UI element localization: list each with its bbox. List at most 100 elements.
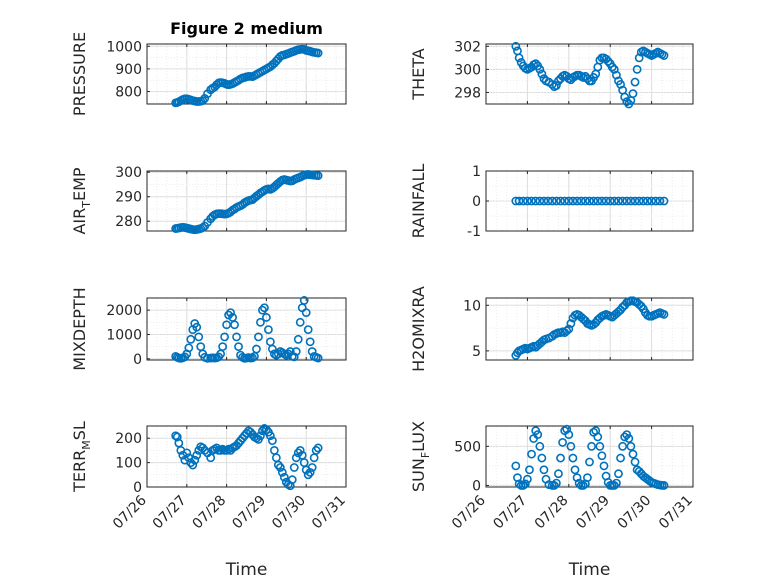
y-tick-label: 0 — [133, 352, 142, 368]
axes-frame — [146, 43, 347, 105]
data-point — [527, 449, 536, 459]
data-point — [597, 196, 607, 206]
data-point — [307, 347, 317, 356]
data-point — [587, 441, 596, 451]
data-point — [643, 196, 652, 206]
data-point — [618, 441, 628, 451]
data-point — [628, 449, 638, 459]
y-axis-label: PRESSURE — [70, 32, 89, 116]
data-point — [556, 196, 565, 206]
y-axis-label-tail: EMP — [70, 167, 89, 201]
y-tick-label: 100 — [115, 456, 142, 472]
data-point — [630, 77, 640, 87]
data-point — [614, 469, 623, 479]
data-point — [192, 450, 202, 460]
data-point — [537, 69, 547, 79]
data-point — [287, 475, 297, 485]
x-axis-label: Time — [568, 560, 611, 580]
data-point — [261, 313, 271, 322]
y-tick-label: 280 — [115, 214, 142, 230]
data-point — [261, 425, 271, 435]
data-point — [518, 196, 528, 206]
y-tick-label: 800 — [115, 85, 142, 101]
data-point — [609, 481, 619, 490]
data-point — [535, 196, 545, 206]
x-tick-label: 07/28 — [532, 493, 572, 533]
data-point — [271, 453, 281, 463]
data-point — [190, 455, 200, 465]
data-point — [527, 196, 536, 206]
data-point — [535, 64, 545, 74]
data-point — [634, 196, 644, 206]
data-point — [533, 430, 543, 440]
data-point — [293, 334, 303, 344]
data-point — [593, 432, 603, 442]
data-point — [291, 347, 301, 356]
data-point — [520, 479, 530, 489]
y-axis-label: SUNFLUX — [409, 421, 432, 492]
x-tick-label: 07/27 — [150, 493, 190, 533]
data-point — [303, 470, 313, 480]
axes-frame — [146, 170, 347, 232]
data-point — [568, 453, 578, 463]
y-tick-label: -1 — [467, 224, 481, 240]
data-point — [618, 196, 628, 206]
data-point — [583, 473, 592, 483]
data-point — [198, 96, 208, 106]
y-axis-label: TERRMSL — [70, 421, 93, 493]
data-point — [647, 196, 656, 206]
x-tick-label: 07/30 — [615, 493, 655, 533]
y-tick-label: 300 — [115, 165, 142, 181]
data-point — [551, 81, 561, 90]
data-point — [562, 424, 572, 434]
data-point — [566, 441, 576, 451]
data-point — [599, 461, 609, 471]
data-point — [226, 308, 235, 317]
data-point — [267, 344, 277, 354]
data-point — [279, 472, 289, 482]
data-point — [620, 432, 630, 442]
data-point — [539, 196, 549, 206]
data-point — [605, 196, 615, 206]
data-point — [171, 431, 181, 441]
data-point — [295, 317, 305, 327]
data-point — [313, 171, 323, 181]
x-tick-label: 07/27 — [490, 493, 530, 533]
data-point — [585, 196, 594, 206]
data-point — [313, 353, 323, 363]
axes-frame — [485, 425, 694, 488]
data-point — [277, 467, 287, 477]
subplot-3: 280 290 300 AIRTEMP — [70, 165, 347, 235]
y-axis-label-subscript: F — [419, 452, 432, 458]
y-tick-label: 5 — [472, 344, 481, 360]
data-point — [612, 478, 621, 488]
data-point — [256, 317, 265, 327]
data-point — [564, 430, 574, 440]
y-tick-label: 290 — [115, 190, 142, 206]
data-point — [547, 196, 557, 206]
data-point — [514, 479, 524, 489]
data-point — [220, 332, 230, 342]
data-point — [562, 326, 572, 336]
data-point — [659, 51, 669, 60]
data-point — [289, 352, 299, 362]
data-point — [568, 196, 578, 206]
data-point — [651, 196, 661, 206]
y-axis-label-main: SUN — [409, 458, 428, 492]
y-tick-label: 302 — [454, 39, 481, 55]
data-point — [305, 467, 315, 477]
data-point — [614, 196, 623, 206]
data-point — [572, 473, 582, 483]
data-point — [523, 196, 532, 206]
data-point — [218, 342, 228, 352]
data-point — [525, 465, 534, 475]
x-tick-label: 07/26 — [110, 492, 150, 532]
data-point — [260, 303, 269, 313]
data-point — [254, 332, 263, 342]
y-tick-label: 500 — [454, 439, 481, 455]
data-point — [531, 59, 541, 69]
data-point — [265, 431, 275, 441]
y-tick-label: 900 — [115, 62, 142, 78]
